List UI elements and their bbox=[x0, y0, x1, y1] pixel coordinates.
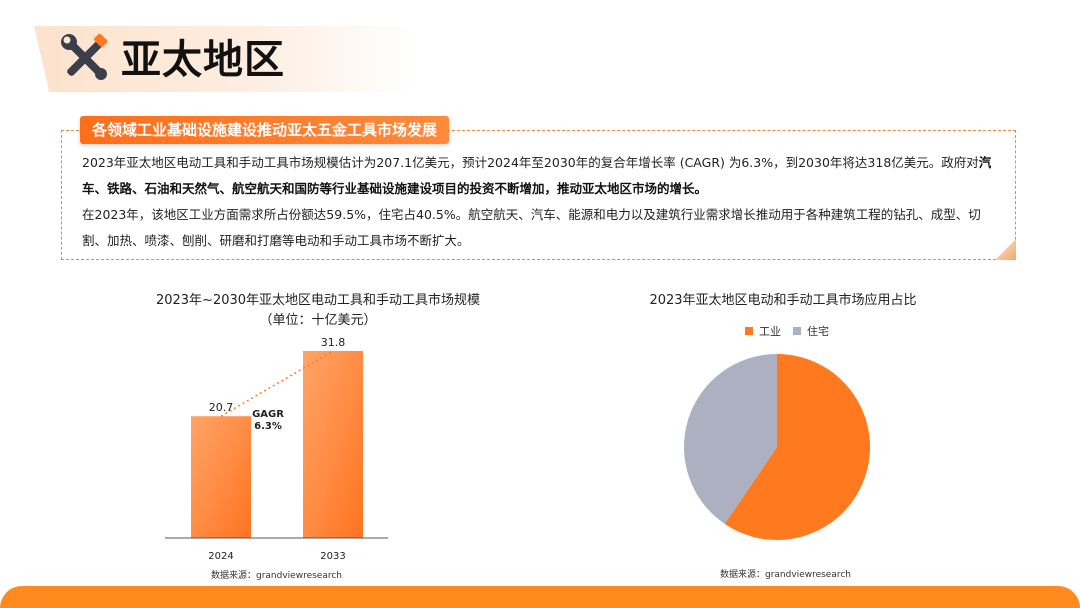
bar-chart-title: 2023年~2030年亚太地区电动工具和手动工具市场规模 bbox=[155, 293, 481, 308]
cagr-annotation-value: 6.3% bbox=[254, 421, 282, 432]
bar-2033 bbox=[303, 350, 363, 538]
legend-label-residential: 住宅 bbox=[807, 325, 829, 338]
footer-bar bbox=[0, 586, 1080, 608]
info-box bbox=[61, 130, 1016, 260]
legend-swatch-industrial bbox=[745, 327, 753, 335]
bar-value-label: 31.8 bbox=[321, 336, 346, 349]
pie-chart-source: 数据来源：grandviewresearch bbox=[720, 570, 852, 580]
bar-chart: 20.7 2024 31.8 2033 GAGR 6.3% bbox=[165, 336, 388, 562]
paragraph-share: 在2023年，该地区工业方面需求所占份额达59.5%，住宅占40.5%。航空航天… bbox=[82, 207, 981, 248]
bar-value-label: 20.7 bbox=[209, 401, 234, 414]
tools-icon bbox=[61, 33, 108, 80]
paragraph-bold-text: 汽车、铁路、石油和天然气、航空航天和国防等行业基础设施建设项目的投资不断增加，推… bbox=[82, 155, 992, 196]
section-tag: 各领域工业基础设施建设推动亚太五金工具市场发展 bbox=[80, 116, 450, 144]
bar-2024 bbox=[191, 416, 251, 538]
legend-swatch-residential bbox=[793, 327, 801, 335]
pie-chart bbox=[684, 354, 870, 540]
bar-chart-subtitle: （单位：十亿美元） bbox=[259, 313, 377, 328]
pie-chart-title: 2023年亚太地区电动和手动工具市场应用占比 bbox=[649, 293, 917, 308]
paragraph-text: 2023年亚太地区电动工具和手动工具市场规模估计为207.1亿美元，预计2024… bbox=[82, 155, 979, 170]
bar-chart-source: 数据来源：grandviewresearch bbox=[211, 571, 343, 581]
pie-legend: 工业 住宅 bbox=[745, 323, 829, 339]
x-tick-label: 2033 bbox=[320, 551, 345, 562]
pie-slice-residential bbox=[684, 354, 777, 524]
paragraph-market-size: 2023年亚太地区电动工具和手动工具市场规模估计为207.1亿美元，预计2024… bbox=[82, 150, 1000, 202]
legend-label-industrial: 工业 bbox=[759, 325, 781, 338]
cagr-annotation-label: GAGR bbox=[252, 409, 284, 420]
page-title: 亚太地区 bbox=[121, 37, 285, 83]
growth-trend-line bbox=[220, 350, 334, 417]
pie-slice-industrial bbox=[724, 354, 870, 540]
x-tick-label: 2024 bbox=[208, 551, 233, 562]
